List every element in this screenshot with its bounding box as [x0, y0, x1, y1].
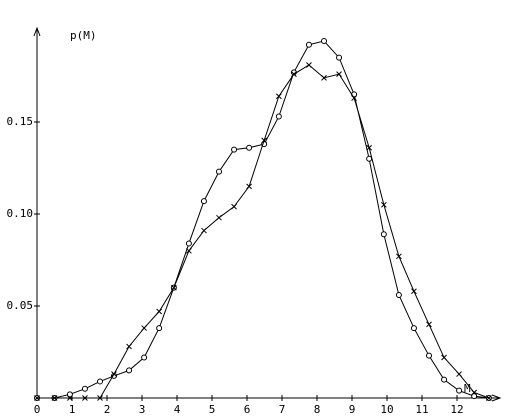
- point: [231, 203, 237, 210]
- point: [156, 308, 163, 315]
- point: [441, 354, 447, 361]
- x-tick-label: 10: [380, 403, 393, 416]
- point: [366, 155, 373, 162]
- point: [201, 227, 207, 234]
- x-tick-label: 4: [174, 403, 181, 416]
- point: [126, 343, 132, 350]
- point: [111, 371, 117, 377]
- point: [411, 288, 417, 295]
- point: [216, 214, 222, 221]
- x-tick-label: 12: [450, 403, 463, 416]
- x-tick-label: 8: [314, 403, 321, 416]
- point: [441, 376, 448, 383]
- y-tick-label: 0.15: [7, 115, 34, 128]
- point: [485, 395, 492, 401]
- point: [321, 74, 327, 81]
- x-axis-arrow: [491, 394, 502, 402]
- x-tick-label: 3: [139, 403, 146, 416]
- point: [275, 93, 282, 100]
- point: [471, 393, 478, 400]
- y-tick-label: 0.05: [7, 299, 34, 312]
- point: [366, 144, 373, 151]
- point: [82, 395, 88, 401]
- point: [81, 385, 88, 392]
- x-tick-label: 0: [34, 403, 41, 416]
- series-line: [37, 40, 489, 399]
- point: [97, 378, 103, 385]
- x-tick-label: 11: [415, 403, 428, 416]
- point: [261, 137, 268, 144]
- point: [456, 371, 462, 377]
- point: [380, 231, 387, 238]
- x-tick-label: 1: [69, 403, 76, 416]
- x-axis-label: M: [464, 382, 471, 395]
- point: [170, 284, 177, 291]
- y-axis-arrow: [33, 26, 41, 37]
- point: [275, 113, 282, 120]
- point: [216, 168, 222, 175]
- point: [97, 395, 103, 401]
- y-axis-label: p(M): [70, 29, 97, 42]
- point: [426, 352, 432, 359]
- y-tick-label: 0.10: [7, 207, 34, 220]
- point: [410, 325, 417, 332]
- point: [126, 367, 133, 374]
- point: [336, 54, 343, 61]
- point: [291, 71, 297, 78]
- point: [141, 325, 147, 331]
- point: [246, 144, 253, 151]
- point: [305, 41, 312, 48]
- point: [336, 71, 342, 78]
- point: [186, 247, 192, 254]
- point: [380, 201, 387, 208]
- point: [67, 395, 73, 401]
- point: [141, 354, 148, 361]
- point: [231, 146, 238, 153]
- x-tick-label: 9: [349, 403, 356, 416]
- point: [34, 395, 40, 401]
- point: [396, 253, 402, 260]
- point: [200, 198, 207, 205]
- point: [156, 325, 163, 332]
- point: [51, 395, 58, 401]
- point: [246, 183, 252, 190]
- x-tick-label: 6: [244, 403, 251, 416]
- x-tick-label: 5: [209, 403, 216, 416]
- point: [66, 391, 73, 398]
- point: [471, 389, 478, 396]
- x-tick-label: 7: [279, 403, 286, 416]
- x-tick-label: 2: [104, 403, 111, 416]
- series-line: [37, 64, 490, 399]
- point: [185, 240, 192, 247]
- point: [351, 95, 357, 101]
- point: [426, 321, 432, 328]
- point: [306, 62, 312, 68]
- point: [456, 387, 463, 394]
- point: [321, 38, 327, 45]
- point: [395, 291, 402, 298]
